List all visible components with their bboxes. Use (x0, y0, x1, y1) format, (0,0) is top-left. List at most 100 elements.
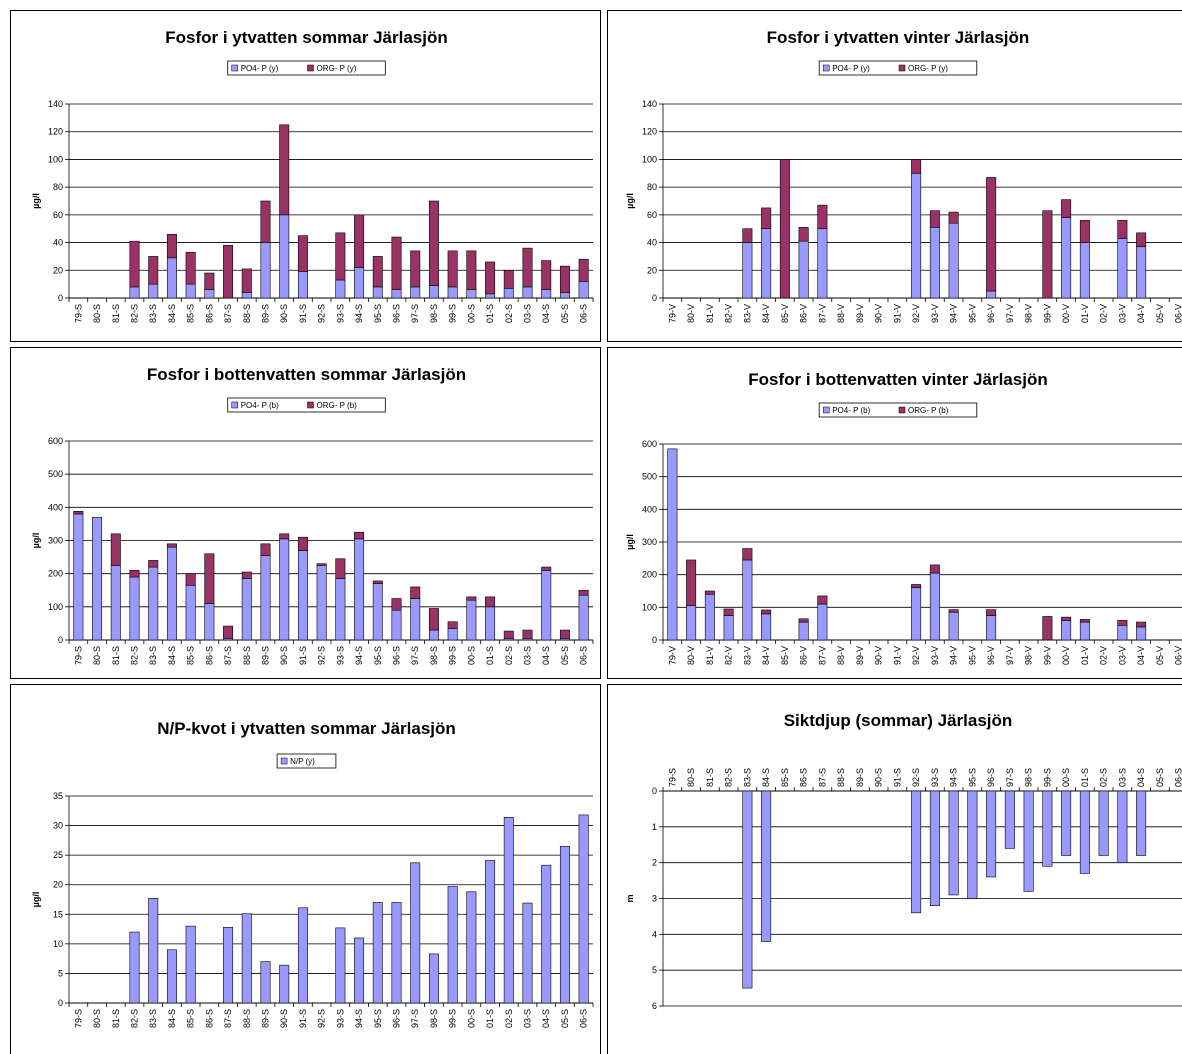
bar (241, 578, 252, 641)
y-tick-label: 4 (652, 929, 657, 939)
bar (148, 283, 159, 299)
x-tick-label: 03-V (1117, 304, 1127, 323)
chart-svg-fosfor-botten-sommar: Fosfor i bottenvatten sommar Järlasjön PO… (31, 365, 594, 665)
bar (1098, 790, 1109, 856)
bar (335, 578, 346, 641)
x-tick-label: 89-V (855, 304, 865, 323)
bar (223, 245, 234, 299)
x-tick-label: 87-V (817, 304, 827, 323)
legend-swatch (898, 64, 906, 72)
x-tick-label: 85-S (186, 1009, 196, 1028)
bar (1117, 238, 1128, 299)
x-tick-label: 95-S (967, 768, 977, 787)
legend-box (227, 397, 386, 413)
bar (372, 583, 383, 641)
x-tick-label: 88-V (836, 304, 846, 323)
x-tick-label: 04-S (541, 646, 551, 665)
bar (73, 513, 84, 641)
bar (148, 560, 159, 568)
y-tick-label: 100 (48, 154, 63, 164)
y-tick-label: 60 (647, 210, 657, 220)
y-tick-label: 100 (642, 602, 657, 612)
x-tick-label: 82-V (724, 304, 734, 323)
bar (466, 596, 477, 601)
chart-title: Fosfor i bottenvatten sommar Järlasjön (147, 365, 466, 384)
x-tick-label: 80-S (686, 768, 696, 787)
y-axis-label: m (625, 894, 635, 902)
bar (911, 172, 922, 299)
y-tick-label: 140 (48, 99, 63, 109)
x-tick-label: 99-S (448, 646, 458, 665)
x-tick-label: 82-S (724, 768, 734, 787)
x-tick-label: 06-V (1174, 646, 1182, 665)
x-tick-label: 84-S (167, 304, 177, 323)
x-tick-label: 94-V (949, 304, 959, 323)
x-tick-label: 95-V (967, 646, 977, 665)
x-tick-label: 93-S (930, 768, 940, 787)
bar (185, 925, 196, 1004)
y-tick-label: 100 (48, 602, 63, 612)
bar (1061, 217, 1072, 299)
x-tick-label: 86-S (204, 646, 214, 665)
x-tick-label: 02-S (1099, 768, 1109, 787)
chart-svg-fosfor-botten-vinter: Fosfor i bottenvatten vinter Järlasjön PO… (625, 370, 1182, 665)
bar (541, 570, 552, 641)
bar (204, 289, 215, 299)
bar (447, 886, 458, 1004)
bar (503, 287, 514, 299)
bar (260, 200, 271, 243)
legend-box (818, 402, 978, 418)
y-axis-label: µg/l (31, 533, 41, 549)
bar (742, 548, 753, 561)
x-tick-label: 97-V (1005, 646, 1015, 665)
bar (223, 625, 234, 639)
bar (1136, 232, 1147, 248)
x-tick-label: 04-S (1136, 768, 1146, 787)
x-tick-label: 02-S (504, 304, 514, 323)
bar (428, 953, 439, 1004)
x-tick-label: 81-S (111, 304, 121, 323)
x-tick-label: 81-S (111, 1009, 121, 1028)
chart-svg-siktdjup: Siktdjup (sommar) Järlasjön 0 1 2 3 4 5 6 m 79-S 8… (625, 711, 1182, 1011)
bar (1117, 790, 1128, 863)
bar (948, 211, 959, 224)
bar (1079, 242, 1090, 299)
bar (522, 902, 533, 1004)
x-tick-label: 88-S (242, 646, 252, 665)
y-tick-label: 80 (647, 182, 657, 192)
x-tick-label: 85-S (186, 304, 196, 323)
bar (316, 565, 327, 641)
bar (354, 267, 365, 299)
bar (761, 613, 772, 641)
x-tick-label: 97-S (410, 1009, 420, 1028)
bar (723, 608, 734, 616)
bar (92, 516, 103, 641)
x-tick-label: 89-S (261, 646, 271, 665)
legend-label: ORG- P (y) (908, 64, 948, 73)
x-tick-label: 93-V (930, 646, 940, 665)
chart-title: Fosfor i ytvatten sommar Järlasjön (165, 28, 447, 47)
chart-panel-fosfor-botten-sommar: Fosfor i bottenvatten sommar Järlasjön PO… (10, 347, 601, 679)
bar (704, 593, 715, 641)
bar (986, 790, 997, 878)
x-tick-label: 03-S (1117, 768, 1127, 787)
x-tick-label: 02-S (504, 1009, 514, 1028)
bar (522, 286, 533, 299)
x-tick-label: 91-S (892, 768, 902, 787)
y-tick-label: 25 (53, 850, 63, 860)
bar (110, 565, 121, 641)
x-tick-label: 96-S (392, 1009, 402, 1028)
bar (578, 814, 589, 1004)
x-tick-label: 98-V (1024, 646, 1034, 665)
x-tick-label: 92-S (317, 304, 327, 323)
bar (1061, 620, 1072, 641)
bar (817, 595, 828, 605)
x-tick-label: 00-S (466, 1009, 476, 1028)
bar (798, 621, 809, 641)
bar (410, 250, 421, 288)
bar (503, 816, 514, 1004)
y-tick-label: 400 (48, 502, 63, 512)
y-tick-label: 20 (647, 265, 657, 275)
bar (1117, 620, 1128, 626)
bar (391, 598, 402, 611)
